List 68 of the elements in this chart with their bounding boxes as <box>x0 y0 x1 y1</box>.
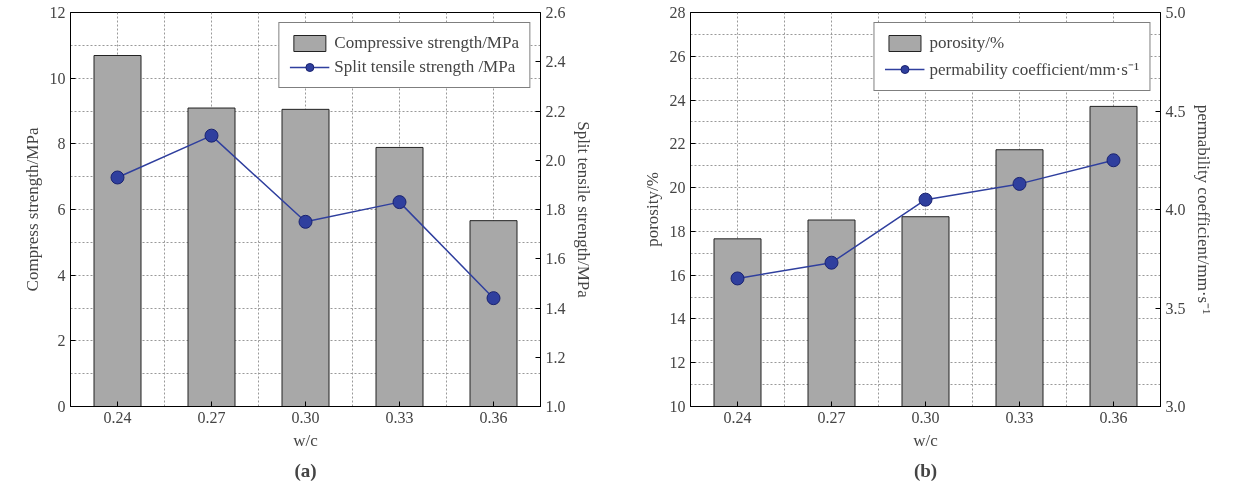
y-tick-label: 10 <box>669 398 686 415</box>
x-tick-label: 0.36 <box>1099 408 1128 426</box>
legend-label: porosity/% <box>929 33 1005 53</box>
y2-axis-title: Split tensile strength/MPa <box>573 121 593 299</box>
y2-tick-label: 1.0 <box>545 398 566 415</box>
y-tick-label: 14 <box>669 310 686 328</box>
text: (a) <box>294 459 317 482</box>
point <box>1106 153 1121 168</box>
y-tick-label: 2 <box>57 332 66 350</box>
y2-tick-label: 3.5 <box>1165 299 1186 317</box>
y-tick-label: 8 <box>57 135 66 153</box>
point <box>392 195 407 210</box>
y2-tick-label: 5.0 <box>1165 4 1186 21</box>
y2-tick-label: 4.5 <box>1165 102 1186 120</box>
y-tick-label: 12 <box>669 354 686 372</box>
y2-tick-label: 1.8 <box>545 201 566 218</box>
point <box>486 291 501 306</box>
legend-label: permability coefficient/mm·s⁻¹ <box>929 59 1139 80</box>
x-tick-label: 0.36 <box>479 408 508 426</box>
bar <box>93 55 142 407</box>
y-tick-label: 24 <box>669 91 686 109</box>
bar <box>469 220 518 407</box>
x-axis-title: w/c <box>913 430 939 450</box>
y-tick-label: 10 <box>49 69 66 87</box>
point <box>298 214 313 229</box>
point <box>1012 176 1027 191</box>
y-axis-title: Compress strength/MPa <box>22 127 42 292</box>
bar <box>281 108 330 407</box>
y-tick-label: 28 <box>669 4 686 21</box>
y2-tick-label: 2.2 <box>545 102 566 120</box>
y-tick-label: 22 <box>669 135 686 153</box>
x-tick-label: 0.24 <box>103 408 132 426</box>
y-tick-label: 12 <box>49 4 66 21</box>
point <box>110 170 125 185</box>
y-tick-label: 26 <box>669 47 686 65</box>
y-tick-label: 0 <box>57 398 66 415</box>
y-tick-label: 18 <box>669 222 686 240</box>
x-tick-label: 0.27 <box>197 408 226 426</box>
y-tick-label: 20 <box>669 179 686 197</box>
x-tick-label: 0.33 <box>1005 408 1034 426</box>
point <box>824 255 839 270</box>
x-tick-label: 0.33 <box>385 408 414 426</box>
x-tick-label: 0.24 <box>723 408 752 426</box>
y2-tick-label: 2.0 <box>545 151 566 169</box>
y2-axis-title: permability coefficient/mm·s⁻¹ <box>1193 104 1213 315</box>
x-tick-label: 0.27 <box>817 408 846 426</box>
legend-label: Split tensile strength /MPa <box>334 57 516 77</box>
text: (b) <box>913 459 938 482</box>
x-tick-label: 0.30 <box>291 408 320 426</box>
y2-tick-label: 2.4 <box>545 53 566 71</box>
legend-label: Compressive strength/MPa <box>334 33 519 53</box>
y-tick-label: 16 <box>669 266 686 284</box>
y2-tick-label: 2.6 <box>545 4 566 21</box>
y2-tick-label: 1.4 <box>545 299 566 317</box>
y2-tick-label: 1.6 <box>545 250 566 268</box>
x-tick-label: 0.30 <box>911 408 940 426</box>
point <box>204 128 219 143</box>
bar <box>187 107 236 407</box>
y2-tick-label: 1.2 <box>545 348 566 366</box>
y2-tick-label: 4.0 <box>1165 201 1186 218</box>
point <box>918 192 933 207</box>
y2-tick-label: 3.0 <box>1165 398 1186 415</box>
y-tick-label: 4 <box>57 266 66 284</box>
bar <box>375 146 424 407</box>
y-tick-label: 6 <box>57 201 66 218</box>
y-axis-title: porosity/% <box>642 172 662 247</box>
point <box>730 271 745 286</box>
x-axis-title: w/c <box>293 430 319 450</box>
